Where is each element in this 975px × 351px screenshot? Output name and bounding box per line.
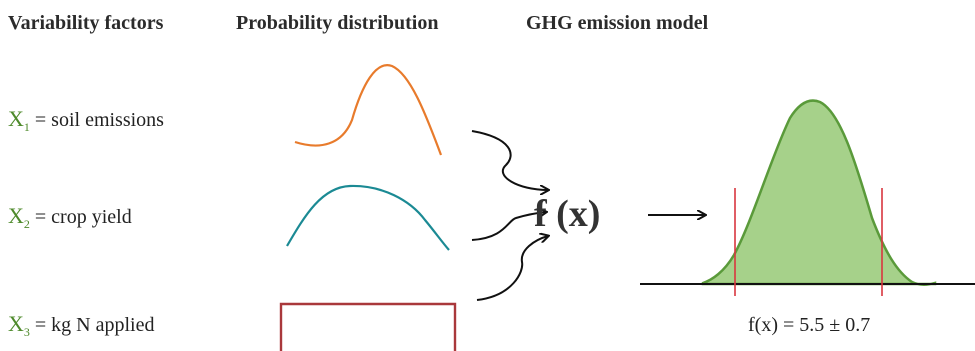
distribution-crop-yield xyxy=(286,184,450,251)
variable-x3: X3 = kg N applied xyxy=(8,311,154,340)
variable-x1-symbol: X xyxy=(8,106,24,131)
variable-x3-label: = kg N applied xyxy=(29,314,155,336)
header-probability-distribution: Probability distribution xyxy=(236,12,439,34)
distribution-kg-n-applied xyxy=(279,302,457,351)
variable-x1-index: 1 xyxy=(23,120,30,134)
arrow-x2-to-model xyxy=(471,212,546,241)
arrow-x1-to-model xyxy=(471,130,548,190)
variable-x2-label: = crop yield xyxy=(29,206,132,228)
variable-x1: X1 = soil emissions xyxy=(8,106,164,135)
variable-x2-symbol: X xyxy=(8,203,24,228)
variable-x3-symbol: X xyxy=(8,311,24,336)
variable-x1-label: = soil emissions xyxy=(29,109,164,131)
variable-x2-index: 2 xyxy=(23,217,30,231)
header-variability-factors: Variability factors xyxy=(8,12,164,34)
header-ghg-emission-model: GHG emission model xyxy=(526,12,709,34)
arrow-x3-to-model xyxy=(476,236,548,301)
model-result: f(x) = 5.5 ± 0.7 xyxy=(748,314,871,336)
output-distribution xyxy=(701,99,937,286)
distribution-soil-emissions xyxy=(294,64,443,156)
variable-x3-index: 3 xyxy=(23,325,30,339)
model-function: f (x) xyxy=(534,193,601,235)
variable-x2: X2 = crop yield xyxy=(8,203,132,232)
